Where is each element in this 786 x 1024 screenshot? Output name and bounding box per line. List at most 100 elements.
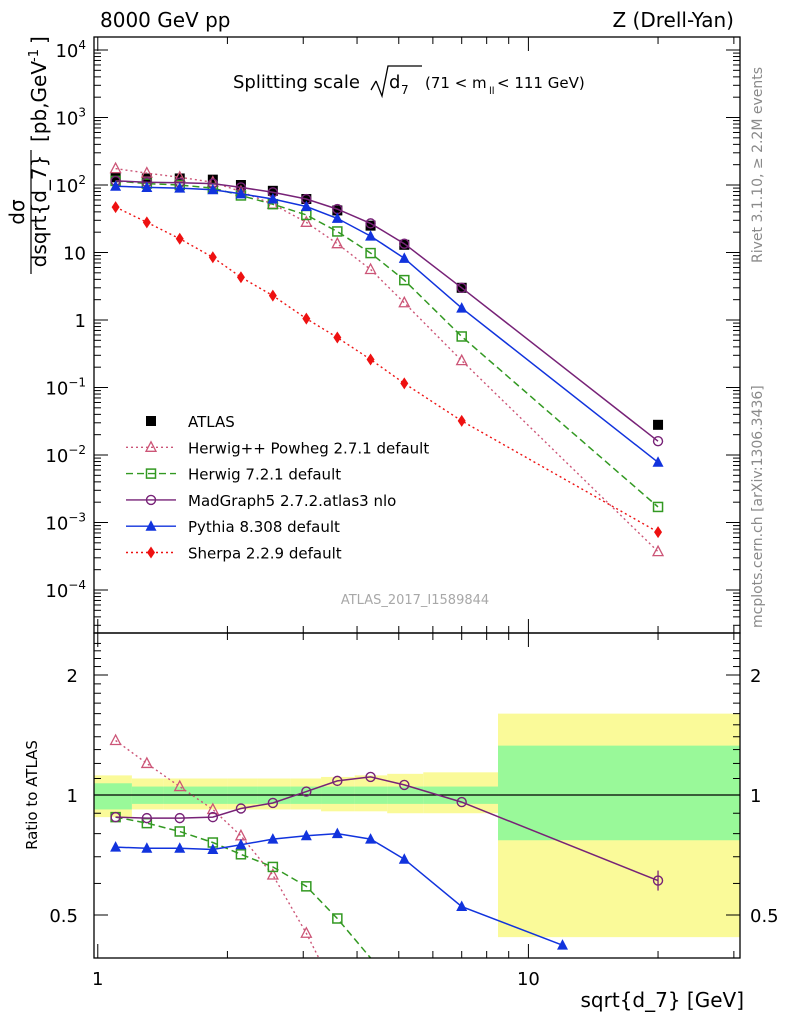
data-point [142,216,151,229]
plot-title: Splitting scale d 7 (71 < m ll < 111 GeV… [233,65,585,99]
header-left: 8000 GeV pp [100,8,231,32]
x-axis-label: sqrt{d_7} [GeV] [581,988,745,1012]
ratio-point [266,868,279,880]
data-point [111,201,120,214]
ratio-point [235,838,247,850]
data-point [366,353,375,366]
y-tick-label: 10 [63,244,86,265]
ratio-y-tick-label: 0.5 [49,906,78,927]
data-point [110,180,122,191]
legend-item-pythia-8-308-default: Pythia 8.308 default [126,518,340,536]
series-line [115,206,659,533]
ratio-point [140,756,153,769]
y-tick-label: 10−2 [45,443,86,467]
data-point [364,262,377,275]
data-point [457,414,466,427]
data-point [654,526,663,539]
data-point [332,226,343,237]
series-line [115,180,659,508]
series-line [115,185,659,463]
ratio-panel-series [109,733,664,958]
data-point [302,312,311,325]
series-pythia-8-308-default [110,180,664,467]
y-tick-label: 102 [55,173,86,197]
ratio-point [207,811,219,823]
data-point [141,181,153,192]
series-line [115,180,659,442]
legend-marker [144,440,158,452]
data-point [398,295,411,308]
ratio-point [332,913,343,924]
data-point [332,205,343,216]
series-herwig-7-2-1-default [110,175,664,513]
data-point [173,170,186,182]
data-point [207,183,219,195]
data-point [652,436,664,447]
ylabel-unit: [pb,GeV [27,61,51,142]
series-madgraph5-2-7-2-atlas3-nlo [110,175,664,447]
data-point [174,182,186,193]
data-point [110,172,121,183]
data-point [331,236,344,249]
ratio-line [115,776,659,882]
data-point [365,218,376,229]
side-label-mcplots: mcplots.cern.ch [arXiv:1306.3436] [750,385,766,628]
watermark: ATLAS_2017_I1589844 [341,593,489,608]
legend-item-herwig-7-2-1-default: Herwig 7.2.1 default [126,466,341,484]
legend-marker [145,520,157,531]
data-point [300,200,312,212]
sqrt-symbol-icon [370,65,422,99]
x-tick-label: 1 [92,969,103,990]
ratio-point [110,841,122,852]
ratio-point [398,853,410,864]
data-point [456,282,467,293]
ylabel-denominator: dsqrt{d_7} [27,155,51,268]
data-point [399,239,410,250]
ratio-y-tick-label-right: 2 [750,666,761,687]
ratio-point [301,881,312,892]
data-point [652,501,664,513]
data-point [333,331,342,344]
legend-marker [145,468,157,479]
plot-title-sub: 7 [401,83,409,97]
ratio-line [115,816,372,958]
ratio-point [174,842,186,853]
ratio-point [141,842,153,853]
ratio-point [365,771,376,783]
ratio-point [207,843,219,854]
y-tick-label: 1 [75,311,86,332]
data-point [455,353,468,366]
ratio-point [174,826,185,837]
data-point [400,377,409,390]
ratio-point [456,900,468,912]
ratio-uncertainty-bands [94,713,740,938]
ylabel-numerator: dσ [5,199,29,225]
legend-item-madgraph5-2-7-2-atlas3-nlo: MadGraph5 2.7.2.atlas3 nlo [126,492,396,510]
ylabel-unit-sup: -1 [27,49,42,62]
ratio-point [300,926,313,938]
y-tick-label: 104 [55,38,86,62]
ratio-y-tick-label: 1 [67,786,78,807]
ratio-point [557,939,569,950]
x-tick-label: 10 [517,969,540,990]
plot-title-range-sub: ll [489,86,495,97]
data-point [365,220,376,231]
series-line [115,167,659,553]
y-tick-label: 10−4 [45,578,86,602]
ratio-point [173,779,186,792]
data-point [365,230,377,241]
data-point [175,232,184,245]
y-tick-label: 10−3 [45,511,86,535]
main-panel-series [109,161,665,557]
ratio-point [399,779,410,791]
series-sherpa-2-2-9-default [111,201,663,539]
ratio-y-tick-label: 2 [67,666,78,687]
plot-title-symbol: d [389,72,400,93]
ratio-point [235,849,247,860]
data-point [268,289,277,302]
data-point [653,419,664,430]
data-point [267,185,278,196]
ratio-y-tick-label-right: 1 [750,786,761,807]
legend-label: Sherpa 2.2.9 default [188,545,342,563]
